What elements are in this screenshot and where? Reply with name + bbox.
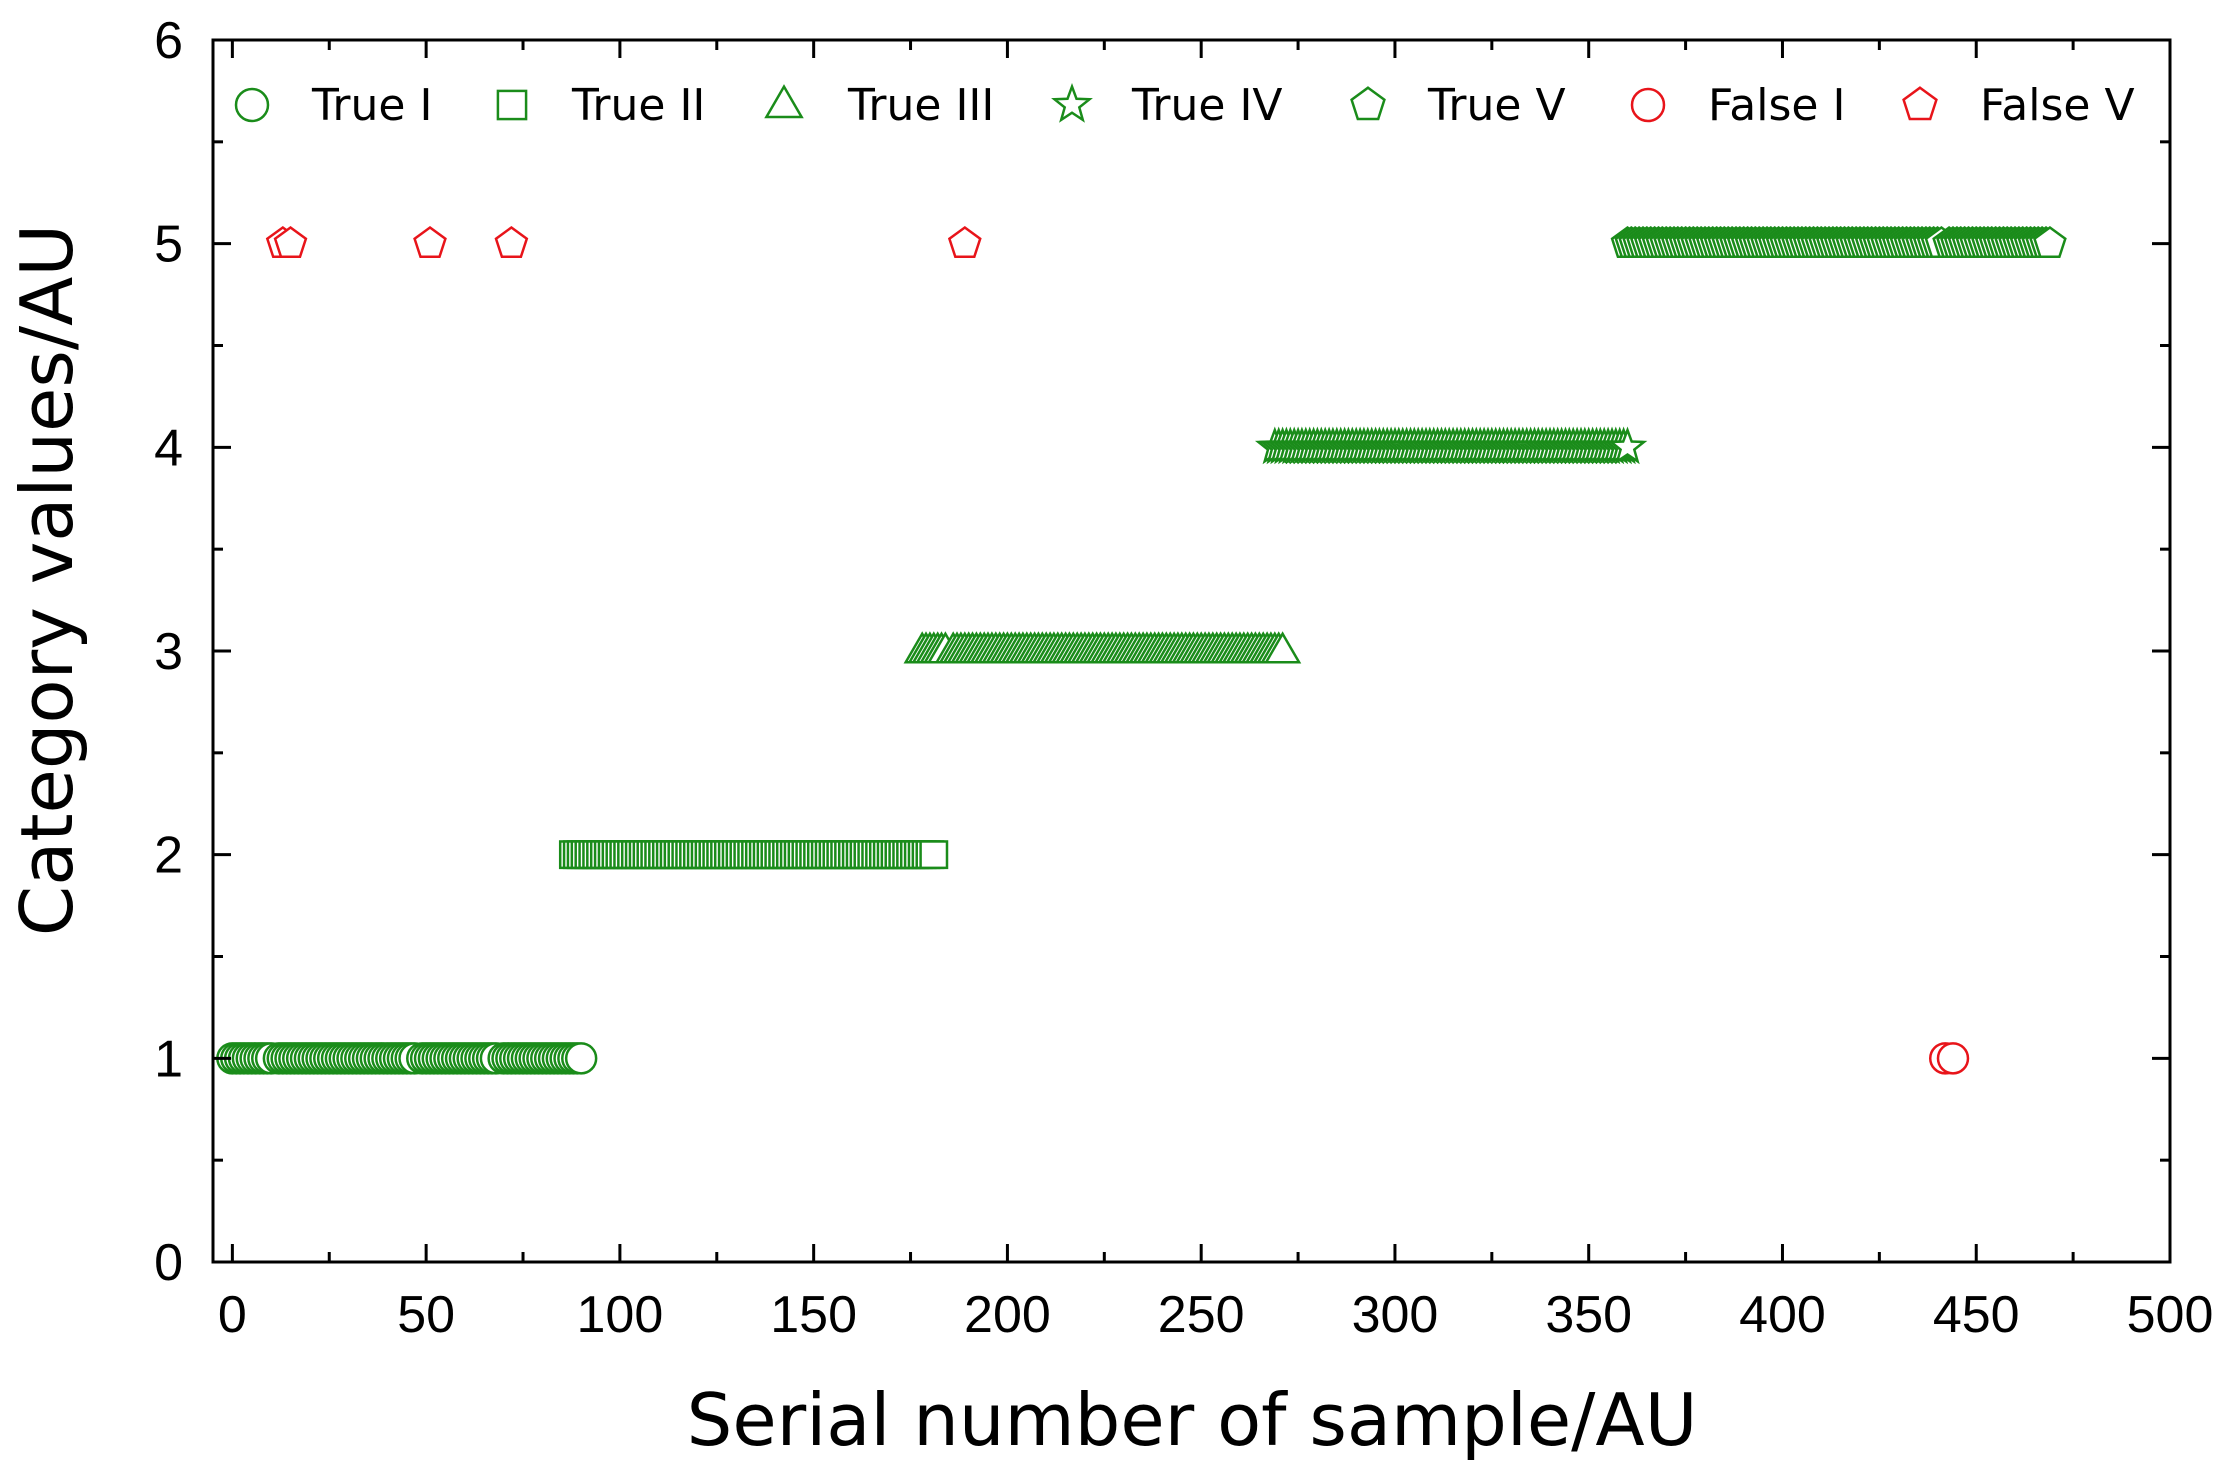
y-tick-label: 6 [154, 12, 183, 70]
series-false-i [1928, 1042, 1970, 1075]
x-tick-label: 250 [1158, 1286, 1245, 1344]
y-tick-label: 2 [154, 827, 183, 885]
data-point [1263, 631, 1302, 664]
series-true-i [216, 1042, 598, 1075]
legend-label: True V [1427, 80, 1566, 131]
data-point [273, 225, 308, 259]
y-tick-label: 1 [154, 1030, 183, 1088]
data-point [947, 225, 982, 259]
x-tick-label: 300 [1352, 1286, 1439, 1344]
legend-marker-square-icon [496, 89, 528, 121]
x-tick-label: 50 [397, 1286, 455, 1344]
x-tick-label: 150 [770, 1286, 857, 1344]
legend-marker-pentagon-icon [1350, 86, 1386, 121]
data-point [919, 840, 949, 870]
legend-item: True IV [1051, 80, 1283, 131]
x-tick-label: 100 [577, 1286, 664, 1344]
legend-label: False V [1980, 80, 2135, 131]
legend-label: True IV [1131, 80, 1283, 131]
x-tick-label: 500 [2127, 1286, 2214, 1344]
x-tick-label: 450 [1933, 1286, 2020, 1344]
axes: 0 50 100 150 200 250 300 350 400 450 500 0 1 2 3 4 5 6 [154, 12, 2213, 1344]
legend-label: True I [311, 80, 432, 131]
x-tick-label: 350 [1545, 1286, 1632, 1344]
legend-item: True II [496, 80, 705, 131]
series-false-v [265, 225, 982, 259]
x-tick-label: 0 [218, 1286, 247, 1344]
data-point [1607, 426, 1648, 465]
data-markers [216, 225, 2067, 1075]
x-tick-label: 200 [964, 1286, 1051, 1344]
data-point [494, 225, 529, 259]
legend: True I True II True III True IV True V False … [234, 80, 2135, 131]
legend-item: False I [1630, 80, 1845, 131]
data-point [1936, 1042, 1970, 1075]
data-point [413, 225, 447, 259]
legend-item: True III [764, 80, 994, 131]
legend-item: True I [234, 80, 432, 131]
data-point [564, 1042, 598, 1075]
legend-marker-triangle-icon [764, 84, 804, 119]
legend-item: False V [1902, 80, 2135, 131]
data-point [2033, 225, 2067, 259]
legend-marker-star-icon [1051, 82, 1093, 123]
y-tick-label: 0 [154, 1234, 183, 1292]
y-tick-label: 3 [154, 623, 183, 681]
series-true-iii [903, 631, 1302, 664]
series-true-iv [1254, 426, 1648, 465]
legend-label: True II [571, 80, 705, 131]
series-true-ii [558, 840, 949, 870]
legend-marker-pentagon-icon [1902, 86, 1938, 121]
legend-marker-circle-icon [1630, 87, 1666, 123]
legend-label: True III [847, 80, 994, 131]
series-true-v [1610, 225, 2067, 259]
legend-label: False I [1708, 80, 1845, 131]
y-axis-label: Category values/AU [5, 224, 89, 936]
y-tick-label: 4 [154, 419, 183, 477]
legend-item: True V [1350, 80, 1566, 131]
x-axis-label: Serial number of sample/AU [687, 1378, 1698, 1462]
y-tick-label: 5 [154, 216, 183, 274]
x-tick-label: 400 [1739, 1286, 1826, 1344]
legend-marker-circle-icon [234, 87, 270, 123]
